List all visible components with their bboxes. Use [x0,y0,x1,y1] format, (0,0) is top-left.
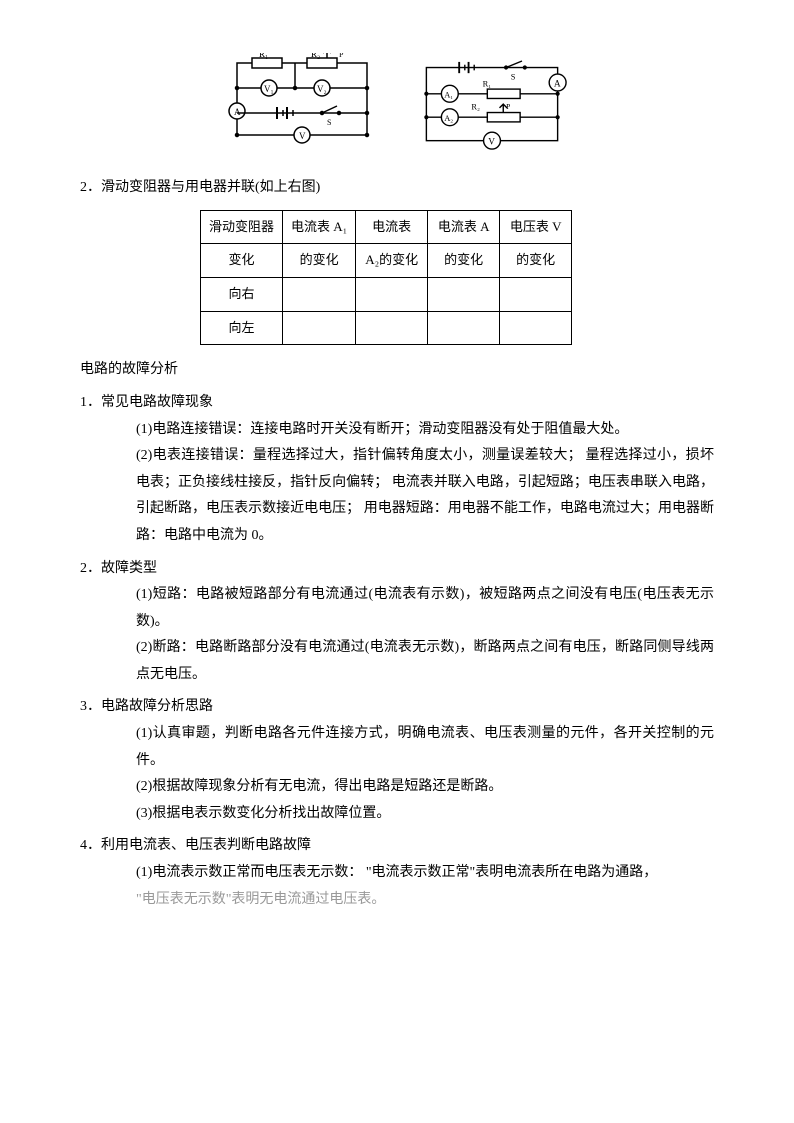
s3-p3: (3)根据电表示数变化分析找出故障位置。 [80,801,714,828]
circuit-diagram-left: R₁ R₂ P V₁ V₂ A [227,50,377,160]
s2-title: 故障类型 [101,561,157,576]
th-1b: 的变化 [283,244,356,278]
svg-text:A₂: A₂ [444,112,453,122]
s4-number: 4． [80,838,101,853]
th-3a: 电流表 A [428,210,500,244]
s3-heading: 3．电路故障分析思路 [80,694,714,721]
th-1a: 电流表 A₁ [283,210,356,244]
s2-heading: 2．故障类型 [80,556,714,583]
section-2: 2．故障类型 (1)短路：电路被短路部分有电流通过(电流表有示数)，被短路两点之… [80,556,714,689]
th-0b: 变化 [201,244,283,278]
svg-text:P: P [506,101,510,110]
s3-title: 电路故障分析思路 [101,699,213,714]
table-header-row-1: 滑动变阻器 电流表 A₁ 电流表 电流表 A 电压表 V [201,210,572,244]
s1-p2: (2)电表连接错误：量程选择过大，指针偏转角度太小，测量误差较大； 量程选择过小… [80,443,714,549]
svg-text:A: A [554,79,561,89]
s1-heading: 1．常见电路故障现象 [80,390,714,417]
s4-heading: 4．利用电流表、电压表判断电路故障 [80,833,714,860]
svg-text:V₂: V₂ [317,84,327,94]
item-2-heading: 2．滑动变阻器与用电器并联(如上右图) [80,175,714,202]
svg-text:S: S [327,118,331,127]
s4-p1a: (1)电流表示数正常而电压表无示数： "电流表示数正常"表明电流表所在电路为通路… [80,860,714,887]
svg-text:V: V [488,137,495,147]
cell [283,277,356,311]
cell [356,277,428,311]
table-row: 向左 [201,311,572,345]
section-3: 3．电路故障分析思路 (1)认真审题，判断电路各元件连接方式，明确电流表、电压表… [80,694,714,827]
cell: 向左 [201,311,283,345]
s1-p1: (1)电路连接错误：连接电路时开关没有断开；滑动变阻器没有处于阻值最大处。 [80,417,714,444]
circuit-diagram-right: S A A₁ R₁ A₂ R₂ P [417,50,567,160]
s3-number: 3． [80,699,101,714]
circuit-diagrams-row: R₁ R₂ P V₁ V₂ A [80,50,714,160]
th-4a: 电压表 V [500,210,572,244]
svg-text:R₂: R₂ [311,53,320,59]
svg-text:V₁: V₁ [264,84,274,94]
cell [500,277,572,311]
svg-text:P: P [339,53,344,59]
s3-p2: (2)根据故障现象分析有无电流，得出电路是短路还是断路。 [80,774,714,801]
svg-text:R₂: R₂ [471,101,480,111]
cell [356,311,428,345]
item-2-title: 滑动变阻器与用电器并联(如上右图) [101,180,320,195]
item-2-number: 2． [80,180,101,195]
s4-title: 利用电流表、电压表判断电路故障 [101,838,311,853]
table-row: 向右 [201,277,572,311]
th-0a: 滑动变阻器 [201,210,283,244]
variation-table: 滑动变阻器 电流表 A₁ 电流表 电流表 A 电压表 V 变化 的变化 A₂的变… [200,210,572,346]
cell [500,311,572,345]
s2-number: 2． [80,561,101,576]
th-2b: A₂的变化 [356,244,428,278]
s2-p2: (2)断路：电路断路部分没有电流通过(电流表无示数)，断路两点之间有电压，断路同… [80,635,714,688]
s1-title: 常见电路故障现象 [101,395,213,410]
section-4: 4．利用电流表、电压表判断电路故障 (1)电流表示数正常而电压表无示数： "电流… [80,833,714,913]
svg-text:V: V [299,131,306,141]
section-1: 1．常见电路故障现象 (1)电路连接错误：连接电路时开关没有断开；滑动变阻器没有… [80,390,714,550]
s3-p1: (1)认真审题，判断电路各元件连接方式，明确电流表、电压表测量的元件，各开关控制… [80,721,714,774]
s4-p1b: "电压表无示数"表明无电流通过电压表。 [80,887,714,914]
svg-text:A₁: A₁ [444,89,453,99]
cell [428,311,500,345]
svg-text:R₁: R₁ [483,78,492,88]
s1-number: 1． [80,395,101,410]
svg-text:R₁: R₁ [259,53,268,59]
s2-p1: (1)短路：电路被短路部分有电流通过(电流表有示数)，被短路两点之间没有电压(电… [80,582,714,635]
section-title: 电路的故障分析 [80,357,714,384]
table-header-row-2: 变化 的变化 A₂的变化 的变化 的变化 [201,244,572,278]
cell [283,311,356,345]
svg-text:S: S [511,71,516,81]
cell [428,277,500,311]
th-4b: 的变化 [500,244,572,278]
th-2a: 电流表 [356,210,428,244]
cell: 向右 [201,277,283,311]
th-3b: 的变化 [428,244,500,278]
svg-text:A: A [234,107,241,117]
